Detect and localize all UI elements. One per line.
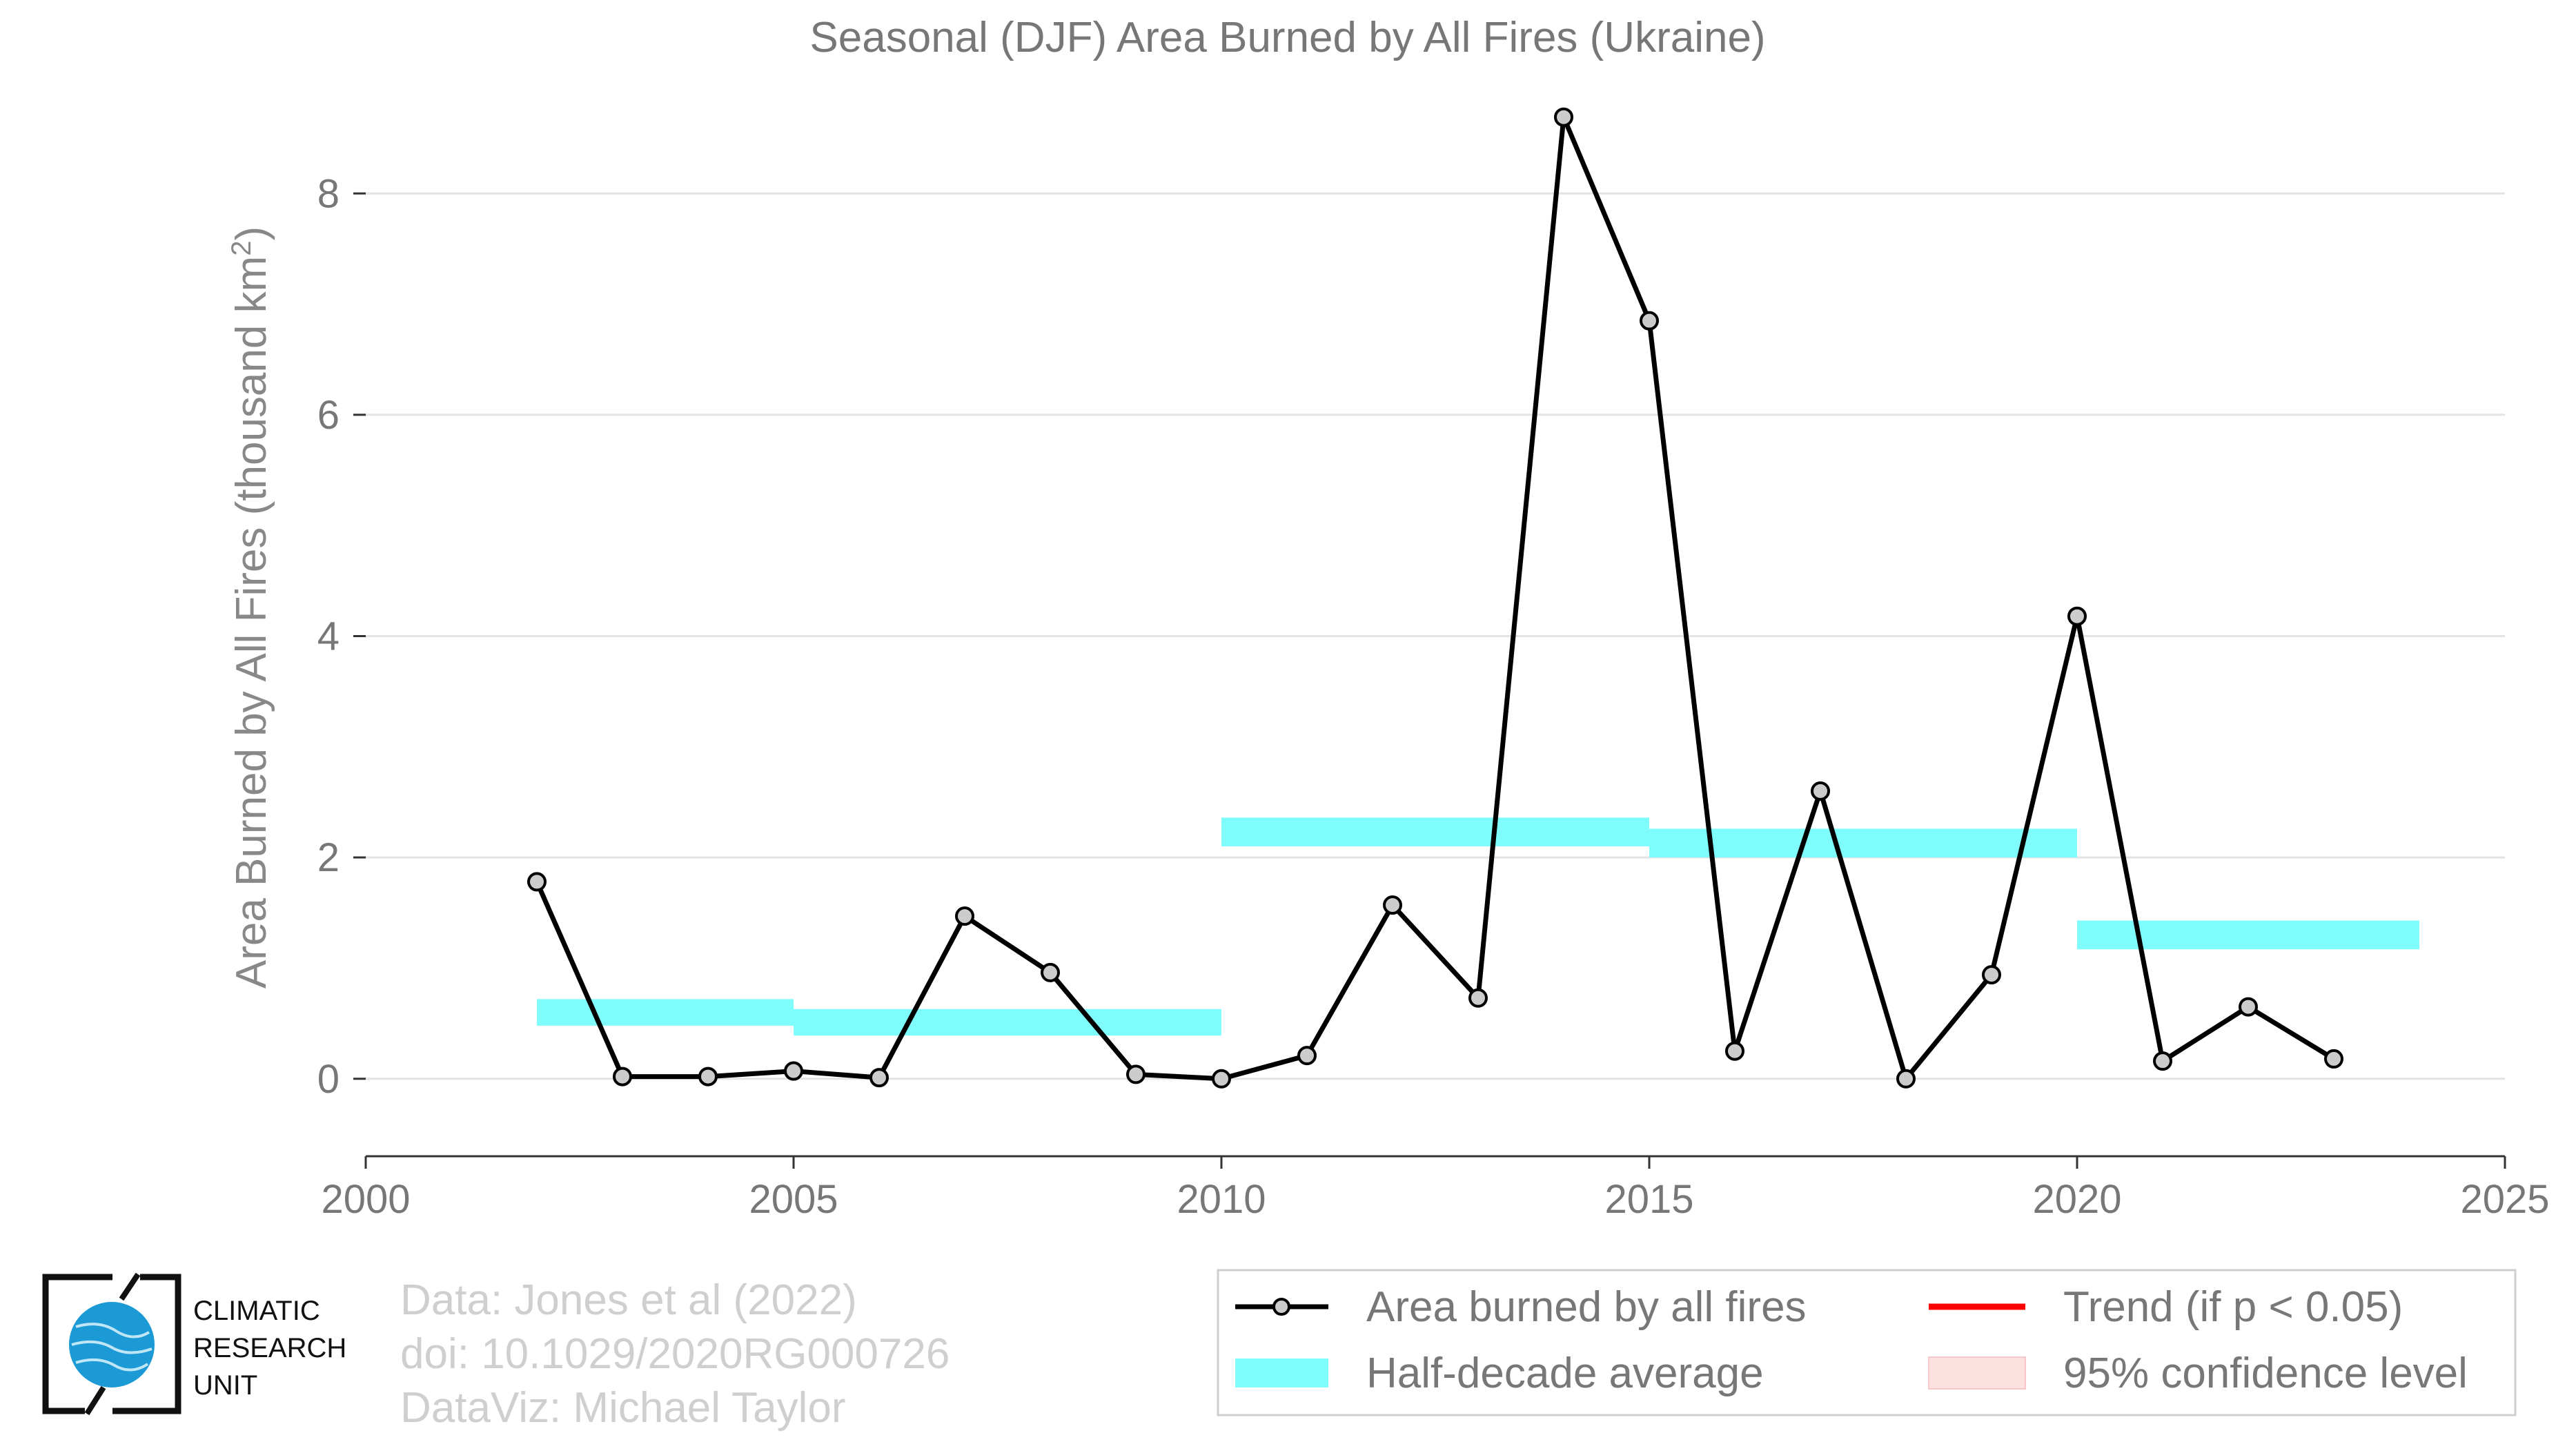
series-line: [534, 115, 2335, 1082]
x-tick-label: 2025: [2460, 1177, 2549, 1222]
data-point: [1811, 781, 1830, 801]
data-point: [1554, 107, 1573, 127]
credit-dataviz: DataViz: Michael Taylor: [400, 1384, 846, 1432]
x-tick-label: 2020: [2032, 1177, 2121, 1222]
data-point: [1297, 1046, 1317, 1066]
y-tick-label: 2: [317, 835, 340, 880]
cru-logo-line2: RESEARCH: [193, 1333, 347, 1363]
legend-label-confidence: 95% confidence level: [2063, 1350, 2468, 1397]
data-point: [1383, 895, 1402, 915]
y-axis: 0 2 4 6 8: [317, 171, 366, 1102]
cru-logo-line1: CLIMATIC: [193, 1296, 320, 1326]
y-axis-label-close: ): [228, 226, 275, 241]
half-decade-band: [2077, 920, 2419, 950]
data-point: [1212, 1069, 1231, 1089]
y-axis-label-superscript: 2: [226, 241, 257, 256]
gridlines: [366, 192, 2505, 1080]
cru-logo-text: CLIMATIC RESEARCH UNIT: [193, 1292, 346, 1404]
y-tick-label: 6: [317, 393, 340, 438]
data-point: [2153, 1051, 2172, 1071]
x-tick-label: 2010: [1177, 1177, 1266, 1222]
series-area-burned: [527, 107, 2343, 1089]
cru-logo-icon: [42, 1272, 181, 1416]
data-point: [869, 1068, 889, 1088]
x-axis: 2000 2005 2010 2015 2020 2025: [321, 1155, 2550, 1222]
half-decade-band: [537, 999, 794, 1026]
data-point: [955, 906, 974, 926]
y-tick-label: 0: [317, 1057, 340, 1102]
legend-label-half-decade: Half-decade average: [1366, 1350, 1764, 1397]
cru-logo-line3: UNIT: [193, 1370, 258, 1401]
half-decade-band: [794, 1009, 1221, 1036]
x-tick-label: 2015: [1604, 1177, 1693, 1222]
half-decade-band: [1649, 828, 2077, 858]
legend: Area burned by all fires Trend (if p < 0…: [1217, 1269, 2517, 1416]
half-decade-bands: [537, 817, 2419, 1036]
data-point: [784, 1061, 803, 1081]
legend-label-area-burned: Area burned by all fires: [1366, 1283, 1807, 1331]
data-point: [1896, 1069, 1916, 1089]
legend-marker-icon: [1272, 1298, 1290, 1316]
data-point: [1468, 988, 1488, 1008]
chart-title: Seasonal (DJF) Area Burned by All Fires …: [809, 14, 1765, 61]
credit-data-source: Data: Jones et al (2022): [400, 1276, 857, 1324]
data-point: [613, 1067, 632, 1087]
half-decade-band: [1221, 817, 1649, 847]
data-point: [2324, 1049, 2343, 1069]
y-tick-label: 4: [317, 614, 340, 659]
y-axis-label-text: Area Burned by All Fires (thousand km: [228, 256, 275, 989]
data-point: [2239, 997, 2258, 1017]
y-tick-label: 8: [317, 171, 340, 216]
data-point: [2067, 606, 2087, 626]
data-credits: Data: Jones et al (2022) doi: 10.1029/20…: [400, 1274, 950, 1435]
legend-label-trend: Trend (if p < 0.05): [2063, 1283, 2403, 1331]
data-point: [698, 1067, 718, 1087]
legend-confidence-icon: [1928, 1356, 2026, 1390]
legend-box: [1217, 1269, 2517, 1416]
data-point: [527, 872, 547, 892]
x-tick-label: 2005: [749, 1177, 838, 1222]
data-point: [1982, 965, 2001, 985]
data-point: [1126, 1064, 1146, 1084]
legend-half-decade-icon: [1235, 1359, 1328, 1387]
x-tick-label: 2000: [321, 1177, 410, 1222]
cru-logo: CLIMATIC RESEARCH UNIT: [40, 1272, 399, 1420]
data-point: [1640, 311, 1659, 331]
data-point: [1041, 962, 1060, 982]
credit-doi: doi: 10.1029/2020RG000726: [400, 1330, 950, 1378]
y-axis-label: Area Burned by All Fires (thousand km2): [226, 226, 275, 989]
data-point: [1725, 1041, 1744, 1061]
